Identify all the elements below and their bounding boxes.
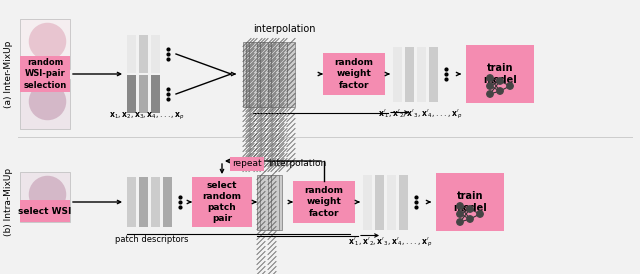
Bar xyxy=(192,177,252,227)
Bar xyxy=(246,41,254,107)
Bar xyxy=(271,41,279,107)
Bar xyxy=(20,79,70,129)
Text: $\mathbf{x}'_1,\mathbf{x}'_2,\mathbf{x}'_3,\mathbf{x}'_4,...,\mathbf{x}'_p$: $\mathbf{x}'_1,\mathbf{x}'_2,\mathbf{x}'… xyxy=(348,235,433,249)
Bar xyxy=(279,41,287,107)
Bar xyxy=(127,35,136,73)
Bar xyxy=(20,200,70,222)
Text: select
random
patch
pair: select random patch pair xyxy=(202,181,241,223)
Bar xyxy=(268,175,276,230)
Bar xyxy=(254,41,262,107)
Text: train
model: train model xyxy=(453,191,487,213)
Bar xyxy=(393,47,402,101)
Bar xyxy=(151,35,160,73)
Bar xyxy=(323,53,385,95)
Bar xyxy=(249,41,257,107)
Bar xyxy=(151,177,160,227)
Circle shape xyxy=(457,211,463,217)
Circle shape xyxy=(467,216,473,222)
Ellipse shape xyxy=(29,176,67,213)
Bar xyxy=(260,175,268,230)
Text: repeat: repeat xyxy=(232,159,262,169)
Bar xyxy=(287,41,295,107)
Circle shape xyxy=(497,78,503,84)
Text: interpolation: interpolation xyxy=(253,24,316,34)
Text: $\mathbf{x}_1,\mathbf{x}_2,\mathbf{x}_3,\mathbf{x}_4,...,\mathbf{x}_p$: $\mathbf{x}_1,\mathbf{x}_2,\mathbf{x}_3,… xyxy=(109,110,185,122)
Bar xyxy=(466,45,534,103)
Bar xyxy=(257,41,265,107)
Bar xyxy=(399,175,408,230)
Bar xyxy=(436,173,504,231)
Bar xyxy=(265,41,273,107)
Ellipse shape xyxy=(29,83,67,120)
Bar xyxy=(375,175,384,230)
Bar xyxy=(263,175,271,230)
Bar xyxy=(405,47,414,101)
Circle shape xyxy=(477,211,483,217)
Text: (a) Inter-MixUp: (a) Inter-MixUp xyxy=(4,40,13,108)
Bar xyxy=(139,177,148,227)
Circle shape xyxy=(497,88,503,94)
Bar xyxy=(127,75,136,113)
Circle shape xyxy=(507,83,513,89)
Bar xyxy=(243,41,251,107)
Bar xyxy=(271,175,279,230)
Bar xyxy=(417,47,426,101)
Text: random
WSI-pair
selection: random WSI-pair selection xyxy=(24,58,67,90)
Bar xyxy=(276,41,284,107)
Bar xyxy=(387,175,396,230)
Text: $\mathbf{x}'_1,\mathbf{x}'_2,\mathbf{x}'_3,\mathbf{x}'_4,...,\mathbf{x}'_p$: $\mathbf{x}'_1,\mathbf{x}'_2,\mathbf{x}'… xyxy=(378,107,463,121)
Bar xyxy=(257,175,265,230)
Text: random
weight
factor: random weight factor xyxy=(335,58,374,90)
Bar xyxy=(20,19,70,69)
Bar xyxy=(363,175,372,230)
Circle shape xyxy=(457,219,463,225)
Bar xyxy=(151,75,160,113)
Circle shape xyxy=(467,206,473,212)
Text: train
model: train model xyxy=(483,63,517,85)
Bar xyxy=(163,177,172,227)
Bar xyxy=(429,47,438,101)
Circle shape xyxy=(487,75,493,81)
Bar xyxy=(20,56,70,92)
Circle shape xyxy=(487,91,493,97)
Bar xyxy=(260,41,268,107)
Bar xyxy=(139,75,148,113)
Text: patch descriptors: patch descriptors xyxy=(115,235,189,244)
Bar xyxy=(274,175,282,230)
Bar xyxy=(293,181,355,223)
Bar xyxy=(139,35,148,73)
Bar xyxy=(268,41,276,107)
Bar xyxy=(20,172,70,222)
Text: select WSI: select WSI xyxy=(19,207,72,215)
Text: (b) Intra-MixUp: (b) Intra-MixUp xyxy=(4,168,13,236)
Text: interpolation: interpolation xyxy=(268,159,326,169)
Circle shape xyxy=(487,83,493,89)
Bar xyxy=(127,177,136,227)
Text: random
weight
factor: random weight factor xyxy=(305,186,344,218)
Circle shape xyxy=(457,203,463,209)
Ellipse shape xyxy=(29,23,67,60)
